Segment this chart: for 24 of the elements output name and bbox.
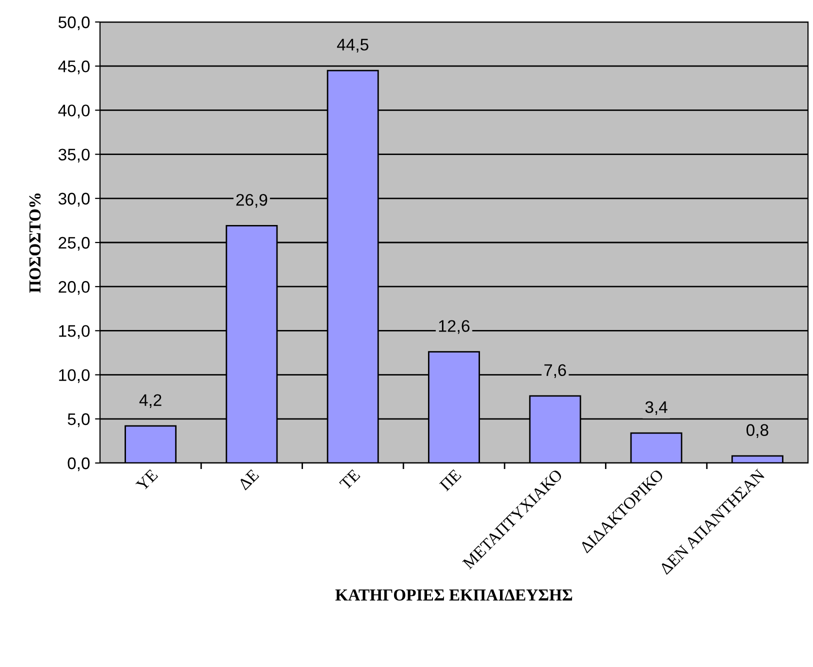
x-axis-title: ΚΑΤΗΓΟΡΙΕΣ ΕΚΠΑΙΔΕΥΣΗΣ	[335, 589, 572, 601]
y-tick-label: 10,0	[59, 369, 90, 383]
y-tick-label: 20,0	[58, 281, 90, 295]
y-tick-label: 25,0	[58, 236, 90, 251]
y-tick-label: 15,0	[59, 325, 90, 339]
y-tick-label: 5,0	[68, 413, 90, 428]
data-label: 4,2	[139, 394, 162, 408]
y-tick-label: 35,0	[58, 148, 90, 162]
data-label: 26,9	[236, 194, 268, 208]
x-tick-label: ΔΕ	[238, 468, 260, 490]
y-tick-label: 0,0	[68, 457, 90, 472]
x-tick-label: ΠΕ	[439, 468, 462, 492]
y-tick-label: 40,0	[58, 104, 90, 118]
data-label: 12,6	[439, 320, 470, 334]
data-label: 44,5	[337, 38, 368, 53]
x-tick-label: ΤΕ	[339, 468, 360, 490]
y-tick-label: 45,0	[58, 60, 90, 74]
y-tick-label: 30,0	[58, 192, 90, 207]
data-label: 7,6	[544, 364, 566, 378]
data-label: 0,8	[746, 424, 768, 438]
data-label: 3,4	[645, 401, 668, 416]
x-tick-label: ΥΕ	[135, 468, 158, 492]
y-axis-title: ΠΟΣΟΣΤΟ%	[29, 193, 41, 293]
y-tick-label: 50,0	[58, 16, 90, 30]
